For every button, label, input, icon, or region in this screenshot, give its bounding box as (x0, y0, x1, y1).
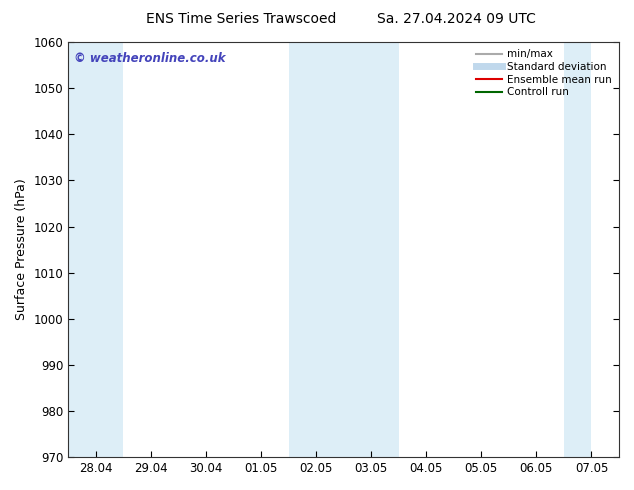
Legend: min/max, Standard deviation, Ensemble mean run, Controll run: min/max, Standard deviation, Ensemble me… (474, 47, 614, 99)
Y-axis label: Surface Pressure (hPa): Surface Pressure (hPa) (15, 179, 28, 320)
Bar (564, 42, 592, 457)
Text: © weatheronline.co.uk: © weatheronline.co.uk (74, 52, 225, 66)
Bar (68, 42, 123, 457)
Bar (344, 42, 399, 457)
Bar (288, 42, 344, 457)
Text: Sa. 27.04.2024 09 UTC: Sa. 27.04.2024 09 UTC (377, 12, 536, 26)
Text: ENS Time Series Trawscoed: ENS Time Series Trawscoed (146, 12, 336, 26)
